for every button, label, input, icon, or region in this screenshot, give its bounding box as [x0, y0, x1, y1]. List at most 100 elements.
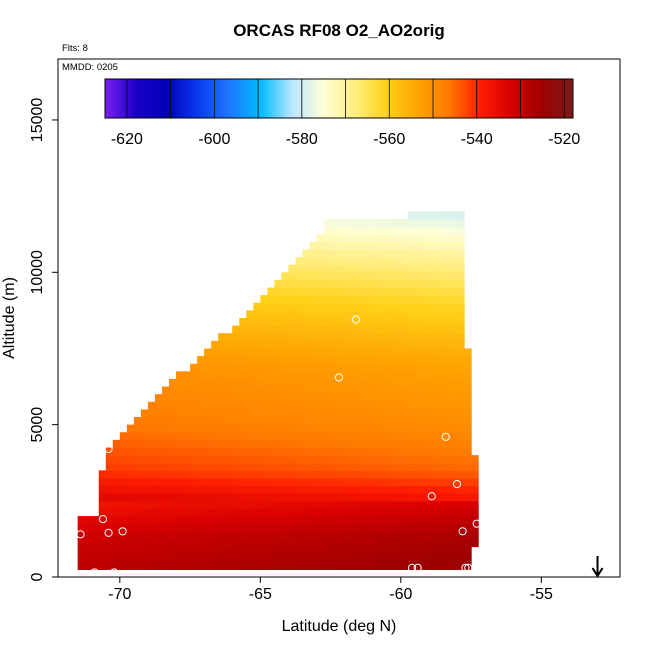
heatmap-cell: [358, 363, 367, 372]
heatmap-cell: [442, 287, 451, 296]
heatmap-cell: [253, 310, 261, 319]
heatmap-cell: [428, 249, 437, 258]
heatmap-cell: [457, 554, 465, 563]
heatmap-cell: [400, 500, 409, 510]
heatmap-cell: [197, 531, 205, 540]
heatmap-cell: [330, 470, 339, 479]
heatmap-cell: [232, 439, 240, 449]
heatmap-cell: [407, 226, 416, 235]
heatmap-cell: [471, 508, 479, 517]
heatmap-cell: [365, 272, 374, 281]
heatmap-cell: [169, 538, 177, 548]
heatmap-cell: [344, 363, 353, 372]
heatmap-cell: [183, 531, 191, 540]
heatmap-cell: [323, 386, 332, 395]
heatmap-cell: [414, 424, 423, 433]
heatmap-cell: [246, 523, 254, 532]
heatmap-cell: [393, 257, 402, 266]
heatmap-cell: [281, 439, 290, 449]
heatmap-cell: [457, 272, 465, 281]
heatmap-cell: [309, 561, 318, 570]
heatmap-cell: [309, 523, 318, 532]
heatmap-cell: [393, 554, 402, 563]
heatmap-cell: [386, 531, 395, 540]
heatmap-cell: [450, 538, 458, 548]
heatmap-cell: [260, 310, 268, 319]
heatmap-cell: [344, 378, 353, 388]
heatmap-cell: [393, 363, 402, 372]
heatmap-cell: [372, 325, 381, 334]
heatmap-cell: [253, 546, 261, 555]
heatmap-cell: [358, 257, 367, 266]
heatmap-cell: [414, 462, 423, 471]
heatmap-cell: [330, 561, 339, 570]
heatmap-cell: [323, 424, 332, 433]
heatmap-cell: [288, 462, 297, 471]
heatmap-cell: [197, 470, 205, 479]
heatmap-cell: [126, 447, 135, 456]
heatmap-cell: [225, 462, 233, 471]
heatmap-cell: [295, 508, 304, 517]
heatmap-cell: [274, 516, 282, 525]
heatmap-cell: [225, 485, 233, 494]
heatmap-cell: [351, 432, 360, 441]
heatmap-cell: [161, 485, 170, 494]
heatmap-cell: [386, 333, 395, 342]
heatmap-cell: [183, 500, 191, 510]
heatmap-cell: [316, 477, 325, 487]
heatmap-cell: [239, 546, 247, 555]
heatmap-cell: [302, 257, 311, 266]
heatmap-cell: [450, 302, 458, 311]
heatmap-cell: [464, 500, 472, 510]
heatmap-cell: [400, 333, 409, 342]
sample-point: [334, 373, 344, 382]
heatmap-cell: [323, 538, 332, 548]
heatmap-cell: [260, 378, 268, 388]
heatmap-cell: [281, 363, 290, 372]
heatmap-cell: [457, 287, 465, 296]
heatmap-cell: [379, 516, 388, 525]
heatmap-cell: [400, 363, 409, 372]
heatmap-cell: [260, 333, 268, 342]
heatmap-cell: [330, 226, 339, 235]
heatmap-cell: [393, 508, 402, 517]
heatmap-cell: [344, 531, 353, 540]
heatmap-cell: [246, 318, 254, 327]
heatmap-cell: [351, 318, 360, 327]
heatmap-cell: [351, 302, 360, 311]
heatmap-cell: [386, 325, 395, 334]
heatmap-cell: [119, 538, 128, 548]
heatmap-cell: [253, 378, 261, 388]
heatmap-cell: [379, 424, 388, 433]
y-tick-label: 10000: [29, 250, 46, 295]
heatmap-cell: [457, 363, 465, 372]
heatmap-cell: [323, 500, 332, 510]
heatmap-cell: [428, 561, 437, 570]
heatmap-cell: [386, 218, 395, 228]
heatmap-cell: [386, 401, 395, 411]
heatmap-cell: [400, 531, 409, 540]
heatmap-cell: [309, 325, 318, 334]
heatmap-cell: [77, 523, 86, 532]
heatmap-cell: [393, 356, 402, 365]
heatmap-cell: [183, 485, 191, 494]
heatmap-cell: [400, 386, 409, 395]
heatmap-cell: [281, 493, 290, 502]
heatmap-cell: [211, 447, 219, 456]
heatmap-cell: [421, 561, 430, 570]
heatmap-cell: [309, 302, 318, 311]
heatmap-cell: [295, 257, 304, 266]
heatmap-cell: [232, 538, 240, 548]
heatmap-cell: [450, 447, 458, 456]
heatmap-cell: [351, 485, 360, 494]
sample-point: [461, 563, 470, 572]
heatmap-cell: [197, 462, 205, 471]
heatmap-cell: [239, 500, 247, 510]
heatmap-cell: [302, 295, 311, 304]
heatmap-cell: [365, 523, 374, 532]
heatmap-cell: [204, 348, 212, 357]
heatmap-cell: [309, 401, 318, 411]
heatmap-cell: [246, 432, 254, 441]
heatmap-cell: [302, 401, 311, 411]
heatmap-cell: [161, 447, 170, 456]
